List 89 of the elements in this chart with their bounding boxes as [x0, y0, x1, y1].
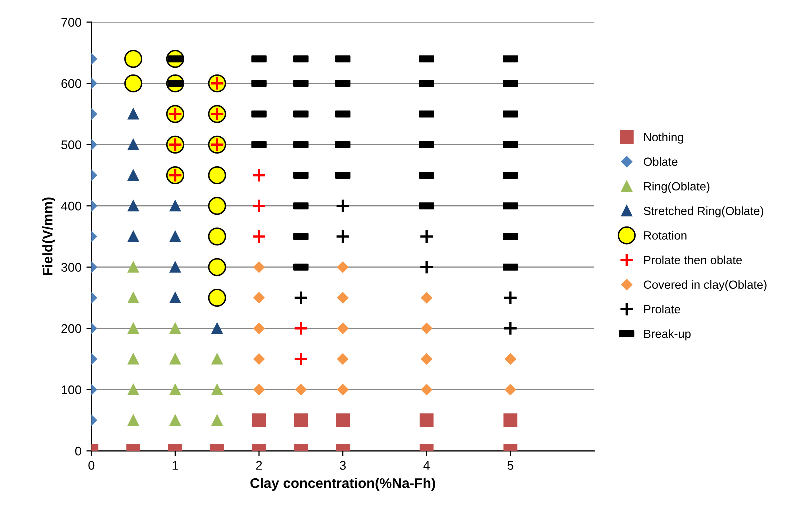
legend-label: Rotation: [644, 231, 687, 240]
point: [170, 262, 181, 273]
point: [503, 321, 518, 336]
point: [208, 228, 226, 246]
y-tick-label: 600: [62, 79, 82, 88]
legend-label: Nothing: [644, 132, 684, 144]
point: [337, 354, 349, 365]
point: [124, 74, 143, 93]
legend-label: Ring(Oblate): [644, 182, 710, 194]
point: [294, 290, 309, 306]
point: [170, 354, 181, 365]
point: [337, 384, 349, 396]
point: [170, 414, 181, 426]
point: [128, 354, 140, 365]
point: [336, 414, 350, 428]
point: [212, 354, 223, 365]
legend-label: Covered in clay(Oblate): [644, 280, 767, 292]
point: [128, 414, 140, 426]
point: [254, 354, 265, 365]
point: [420, 414, 434, 428]
x-tick-label: 4: [424, 461, 430, 470]
point: [128, 108, 140, 120]
point: [294, 321, 309, 336]
point: [503, 290, 518, 306]
point: [294, 352, 309, 367]
point: [128, 323, 140, 334]
point: [421, 323, 432, 334]
x-axis-title: Clay concentration(%Na-Fh): [250, 478, 436, 492]
x-tick-label: 2: [256, 461, 262, 470]
point: [421, 292, 432, 304]
point: [419, 229, 434, 244]
y-tick-label: 500: [62, 140, 82, 150]
point: [124, 50, 143, 68]
x-tick-label: 1: [172, 461, 178, 470]
point: [170, 231, 181, 242]
point: [208, 197, 226, 216]
point: [296, 384, 307, 396]
x-tick-label: 5: [508, 461, 514, 470]
point: [212, 323, 223, 334]
point: [504, 414, 518, 428]
y-tick-label: 0: [75, 446, 82, 456]
point: [254, 262, 265, 273]
point: [421, 354, 432, 365]
legend-label: Stretched Ring(Oblate): [644, 206, 764, 218]
point: [336, 198, 350, 214]
y-tick-label: 100: [62, 386, 82, 395]
point: [128, 384, 140, 396]
point: [128, 292, 140, 304]
point: [505, 384, 516, 396]
y-tick-label: 700: [62, 18, 82, 27]
point: [208, 258, 226, 276]
point: [128, 170, 140, 182]
point: [212, 384, 223, 396]
x-tick-label: 0: [88, 461, 95, 470]
point: [208, 288, 226, 308]
point: [336, 229, 350, 244]
point: [337, 292, 349, 304]
y-axis-title: Field(V/mm): [42, 198, 56, 276]
point: [337, 262, 349, 273]
legend-label: Prolate: [644, 304, 680, 314]
point: [419, 260, 434, 275]
point: [252, 198, 267, 214]
y-tick-label: 300: [62, 263, 82, 272]
point: [252, 229, 267, 244]
point: [128, 231, 140, 242]
point: [170, 292, 181, 304]
point: [421, 384, 432, 396]
point: [294, 414, 308, 428]
legend-label: Prolate then oblate: [644, 256, 742, 264]
y-tick-label: 200: [62, 324, 82, 334]
point: [128, 139, 140, 150]
point: [170, 384, 181, 396]
point: [208, 166, 226, 185]
point: [252, 414, 266, 428]
point: [170, 200, 181, 212]
point: [128, 262, 140, 273]
point: [337, 323, 349, 334]
point: [505, 354, 516, 365]
point: [212, 414, 223, 426]
point: [254, 323, 265, 334]
legend-label: Oblate: [644, 157, 678, 166]
legend-label: Break-up: [644, 330, 691, 341]
point: [170, 323, 181, 334]
y-tick-label: 400: [61, 202, 82, 211]
point: [252, 168, 267, 183]
point: [254, 292, 265, 304]
point: [254, 384, 265, 396]
x-tick-label: 3: [340, 461, 346, 470]
point: [128, 200, 140, 212]
